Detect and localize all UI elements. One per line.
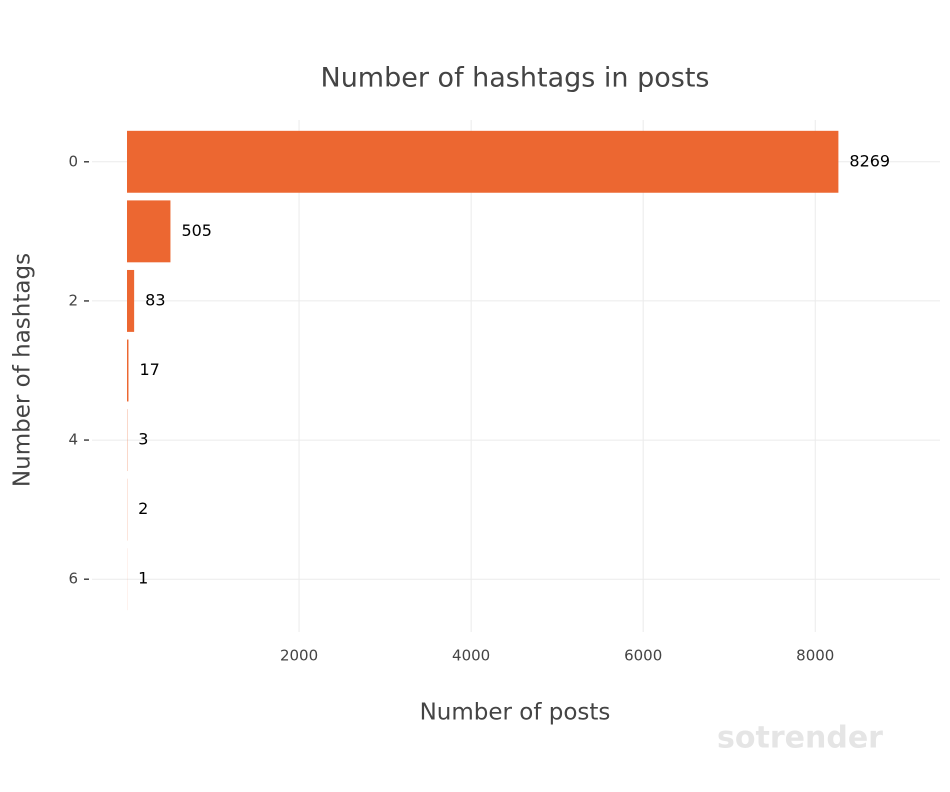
x-axis-label: Number of posts [420,700,611,726]
x-tick-label: 4000 [452,647,490,665]
value-label: 1 [138,569,148,588]
y-tick-label: 6 [68,570,78,588]
chart-title: Number of hashtags in posts [321,63,710,94]
y-tick-label: 4 [68,431,78,449]
watermark: sotrender [717,721,883,756]
value-label: 505 [181,221,212,240]
bar [127,200,171,263]
y-tick-label: 2 [68,291,78,309]
value-label: 17 [139,360,159,379]
x-tick-label: 8000 [796,647,834,665]
bar [127,339,129,402]
value-label: 8269 [849,151,890,170]
value-label: 83 [145,290,165,309]
value-label: 3 [138,430,148,449]
y-axis-label: Number of hashtags [10,253,36,487]
x-tick-label: 2000 [280,647,318,665]
y-tick-label: 0 [68,152,78,170]
x-tick-label: 6000 [624,647,662,665]
bar [127,130,839,193]
bar [127,269,135,332]
value-label: 2 [138,499,148,518]
